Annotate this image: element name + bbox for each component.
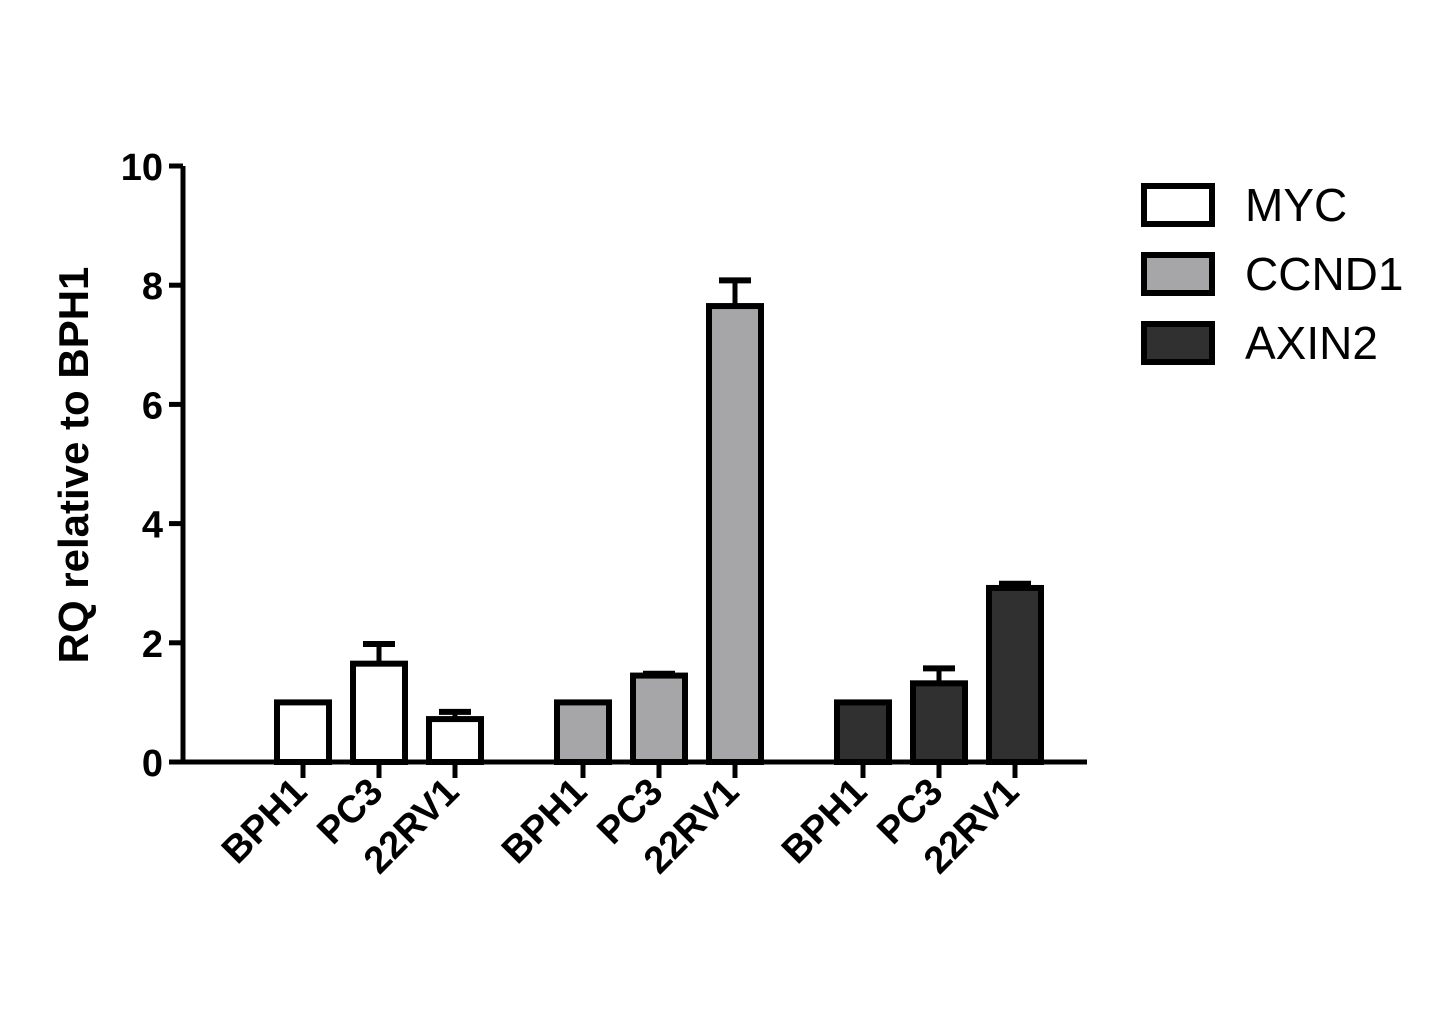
x-tick-label: BPH1 <box>214 771 315 872</box>
y-tick-label: 10 <box>121 147 163 189</box>
y-axis-label: RQ relative to BPH1 <box>50 267 97 664</box>
y-tick-label: 2 <box>142 624 163 666</box>
bar-AXIN2-22RV1 <box>986 584 1044 766</box>
bar-CCND1-BPH1 <box>554 699 612 766</box>
bar-AXIN2-PC3 <box>910 680 968 765</box>
plot-area <box>274 277 1044 766</box>
legend-swatch-MYC <box>1141 183 1215 227</box>
legend-label-CCND1: CCND1 <box>1245 248 1403 300</box>
bar-MYC-22RV1 <box>426 716 484 766</box>
bar-CCND1-22RV1 <box>706 303 764 765</box>
y-tick-label: 8 <box>142 266 163 308</box>
legend: MYC CCND1 AXIN2 <box>1141 179 1403 369</box>
y-tick-label: 4 <box>142 505 163 547</box>
bar-MYC-BPH1 <box>274 699 332 766</box>
x-tick-label: BPH1 <box>494 771 595 872</box>
y-tick-label: 0 <box>142 743 163 785</box>
bar-MYC-PC3 <box>350 660 408 765</box>
bar-CCND1-PC3 <box>630 672 688 766</box>
y-axis: 0 2 4 6 8 10 <box>121 147 186 785</box>
legend-label-MYC: MYC <box>1245 179 1347 231</box>
bar-AXIN2-BPH1 <box>834 699 892 766</box>
legend-swatch-AXIN2 <box>1141 321 1215 365</box>
legend-label-AXIN2: AXIN2 <box>1245 317 1378 369</box>
legend-swatch-CCND1 <box>1141 252 1215 296</box>
x-tick-label: BPH1 <box>774 771 875 872</box>
y-tick-label: 6 <box>142 385 163 427</box>
